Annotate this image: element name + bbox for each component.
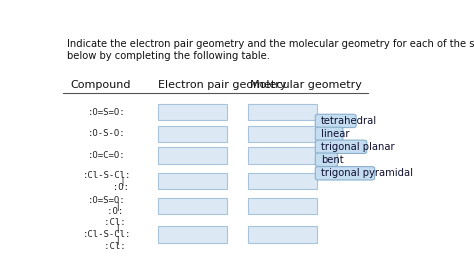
Text: Electron pair geometry: Electron pair geometry	[158, 80, 287, 90]
Text: |: |	[93, 224, 120, 233]
Text: Compound: Compound	[70, 80, 131, 90]
FancyBboxPatch shape	[248, 173, 317, 190]
Text: |: |	[93, 202, 120, 211]
Text: :O-S-O:: :O-S-O:	[88, 129, 126, 138]
FancyBboxPatch shape	[315, 167, 374, 180]
Text: :O=S=O:: :O=S=O:	[88, 196, 126, 205]
Text: trigonal pyramidal: trigonal pyramidal	[321, 168, 413, 178]
Text: :O:: :O:	[91, 207, 123, 216]
FancyBboxPatch shape	[248, 226, 317, 243]
FancyBboxPatch shape	[315, 153, 337, 166]
FancyBboxPatch shape	[248, 147, 317, 164]
Text: :Cl-S-Cl:: :Cl-S-Cl:	[83, 230, 131, 239]
Text: Molecular geometry: Molecular geometry	[250, 80, 362, 90]
Text: linear: linear	[321, 129, 349, 139]
FancyBboxPatch shape	[158, 104, 227, 120]
FancyBboxPatch shape	[158, 226, 227, 243]
Text: :O:: :O:	[85, 183, 128, 192]
FancyBboxPatch shape	[158, 198, 227, 214]
Text: trigonal planar: trigonal planar	[321, 142, 394, 152]
Text: |: |	[88, 177, 126, 186]
Text: Indicate the electron pair geometry and the molecular geometry for each of the s: Indicate the electron pair geometry and …	[66, 39, 474, 60]
FancyBboxPatch shape	[158, 126, 227, 142]
Text: :Cl:: :Cl:	[88, 242, 126, 251]
FancyBboxPatch shape	[248, 126, 317, 142]
Text: :O=S=O:: :O=S=O:	[88, 108, 126, 117]
FancyBboxPatch shape	[315, 127, 343, 141]
Text: |: |	[93, 236, 120, 245]
FancyBboxPatch shape	[158, 173, 227, 190]
Text: bent: bent	[321, 155, 344, 165]
FancyBboxPatch shape	[248, 104, 317, 120]
Text: :O=C=O:: :O=C=O:	[88, 151, 126, 160]
FancyBboxPatch shape	[315, 114, 356, 128]
Text: :Cl-S-Cl:: :Cl-S-Cl:	[83, 171, 131, 180]
FancyBboxPatch shape	[248, 198, 317, 214]
FancyBboxPatch shape	[315, 140, 367, 153]
Text: :Cl:: :Cl:	[88, 218, 126, 227]
Text: tetrahedral: tetrahedral	[321, 116, 377, 126]
FancyBboxPatch shape	[158, 147, 227, 164]
